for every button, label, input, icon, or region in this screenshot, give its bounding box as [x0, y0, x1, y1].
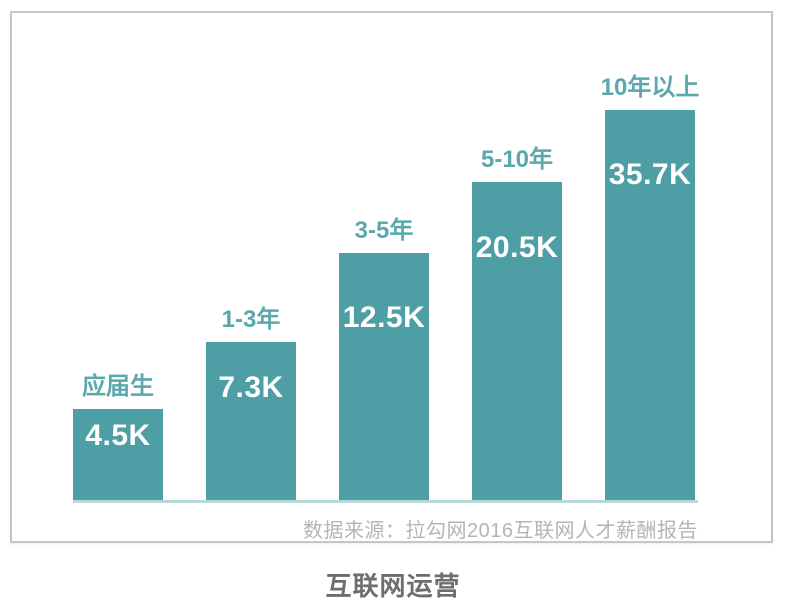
category-label: 3-5年	[354, 217, 414, 244]
bar-column: 应届生 4.5K	[73, 13, 163, 500]
value-label: 12.5K	[342, 301, 426, 334]
category-label: 1-3年	[221, 306, 281, 333]
bar: 4.5K	[73, 409, 163, 500]
bar-column: 5-10年 20.5K	[472, 13, 562, 500]
bar: 35.7K	[605, 110, 695, 500]
category-label: 应届生	[82, 373, 154, 400]
bar-column: 3-5年 12.5K	[339, 13, 429, 500]
bar: 20.5K	[472, 182, 562, 500]
value-label: 7.3K	[218, 371, 284, 404]
data-source-note: 数据来源：拉勾网2016互联网人才薪酬报告	[303, 520, 698, 542]
bar: 7.3K	[206, 342, 296, 500]
category-label: 5-10年	[480, 146, 554, 173]
value-label: 4.5K	[85, 419, 151, 452]
value-label: 35.7K	[608, 158, 692, 191]
bar: 12.5K	[339, 253, 429, 500]
bar-chart: 应届生 4.5K 1-3年 7.3K 3-5年 12.5K 5-10年 20.5K 10年以上 3…	[73, 13, 699, 503]
category-label: 10年以上	[600, 74, 700, 101]
chart-frame: 应届生 4.5K 1-3年 7.3K 3-5年 12.5K 5-10年 20.5K 10年以上 3…	[10, 11, 773, 543]
bar-column: 10年以上 35.7K	[601, 13, 699, 500]
chart-title: 互联网运营	[325, 571, 461, 601]
bar-column: 1-3年 7.3K	[206, 13, 296, 500]
chart-baseline	[73, 500, 698, 503]
value-label: 20.5K	[475, 231, 559, 264]
